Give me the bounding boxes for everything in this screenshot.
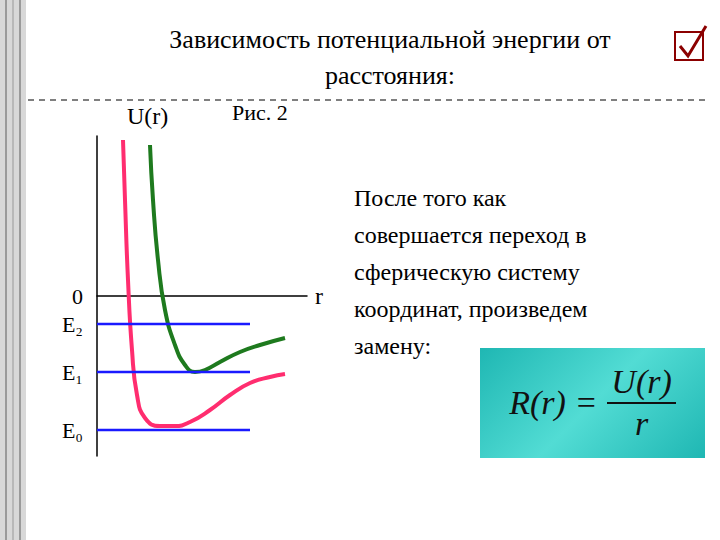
html-text:замену:: замену: — [354, 333, 432, 359]
svg-text:E₁: E₁ — [62, 360, 83, 385]
html-text:расстояния:: расстояния: — [324, 61, 456, 90]
html-text:R(r) =: R(r) = — [509, 384, 598, 421]
svg-text:0: 0 — [72, 284, 83, 309]
html-text:После того как: После того как — [354, 185, 507, 211]
html-text:координат, произведем: координат, произведем — [354, 296, 588, 322]
svg-text:E₂: E₂ — [62, 312, 83, 337]
html-text:U(r): U(r) — [611, 363, 672, 400]
html-text:r: r — [634, 405, 649, 442]
svg-text:E₀: E₀ — [62, 418, 83, 443]
html-text:Рис. 2: Рис. 2 — [232, 100, 288, 125]
html-text:совершается переход в: совершается переход в — [354, 222, 587, 248]
html-text:сферическую систему: сферическую систему — [354, 259, 580, 285]
svg-text:r: r — [315, 283, 323, 309]
html-text:Зависимость потенциальной энер: Зависимость потенциальной энергии от — [169, 25, 611, 54]
svg-text:U(r): U(r) — [127, 103, 168, 129]
